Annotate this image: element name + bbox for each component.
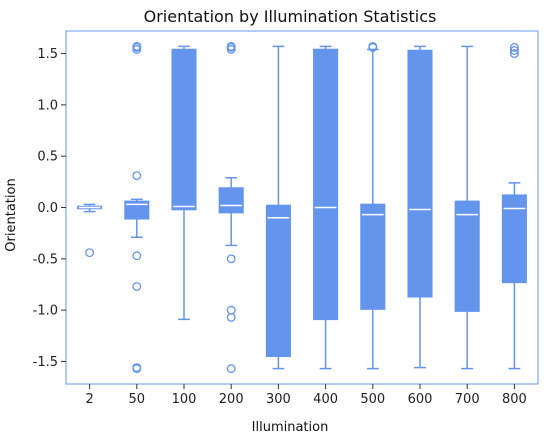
outlier-point — [226, 41, 236, 51]
x-tick-label: 400 — [313, 392, 338, 407]
x-tick-label: 300 — [266, 392, 291, 407]
outlier-point — [509, 46, 519, 55]
box-iqr — [124, 200, 150, 220]
y-tick-label: 1.0 — [37, 98, 58, 113]
box-iqr — [360, 203, 386, 310]
outlier-point — [226, 364, 236, 374]
x-tick-label: 50 — [129, 392, 146, 407]
outlier-point — [226, 254, 236, 264]
y-tick-label: 1.5 — [37, 47, 58, 62]
outlier-point — [132, 171, 142, 181]
x-tick-label: 600 — [408, 392, 433, 407]
outlier-point — [85, 248, 95, 258]
outlier-point — [132, 364, 142, 374]
y-tick-label: 0.0 — [37, 201, 58, 216]
plot-area: -1.5 -1.0 -0.5 0.0 0.5 1.0 1.5 2 50 100 200 300 400 5… — [33, 30, 539, 407]
outlier-point — [509, 42, 519, 52]
box-iqr — [501, 194, 527, 284]
box-iqr — [407, 49, 433, 298]
y-tick-label: -1.0 — [33, 304, 58, 319]
outlier-point — [132, 251, 142, 261]
box-iqr — [313, 48, 339, 321]
x-tick-label: 700 — [455, 392, 480, 407]
y-tick-label: 0.5 — [37, 150, 58, 165]
x-tick-label: 2 — [85, 392, 93, 407]
chart-title: Orientation by Illumination Statistics — [144, 7, 437, 26]
box-iqr — [218, 187, 244, 214]
outlier-point — [368, 41, 378, 51]
y-tick-label: -1.5 — [33, 355, 58, 370]
y-axis-label: Orientation — [4, 178, 19, 251]
outlier-point — [132, 282, 142, 291]
box-iqr — [454, 200, 480, 312]
x-axis-label: Illumination — [252, 420, 329, 435]
y-tick-label: -0.5 — [33, 252, 58, 267]
x-tick-label: 800 — [502, 392, 527, 407]
outlier-point — [132, 41, 142, 51]
outlier-point — [509, 49, 519, 59]
box-iqr — [265, 204, 291, 358]
outlier-point — [226, 312, 236, 322]
x-tick-label: 100 — [172, 392, 197, 407]
x-tick-label: 200 — [219, 392, 244, 407]
outlier-point — [226, 305, 236, 315]
x-tick-label: 500 — [360, 392, 385, 407]
box-iqr — [171, 48, 197, 211]
